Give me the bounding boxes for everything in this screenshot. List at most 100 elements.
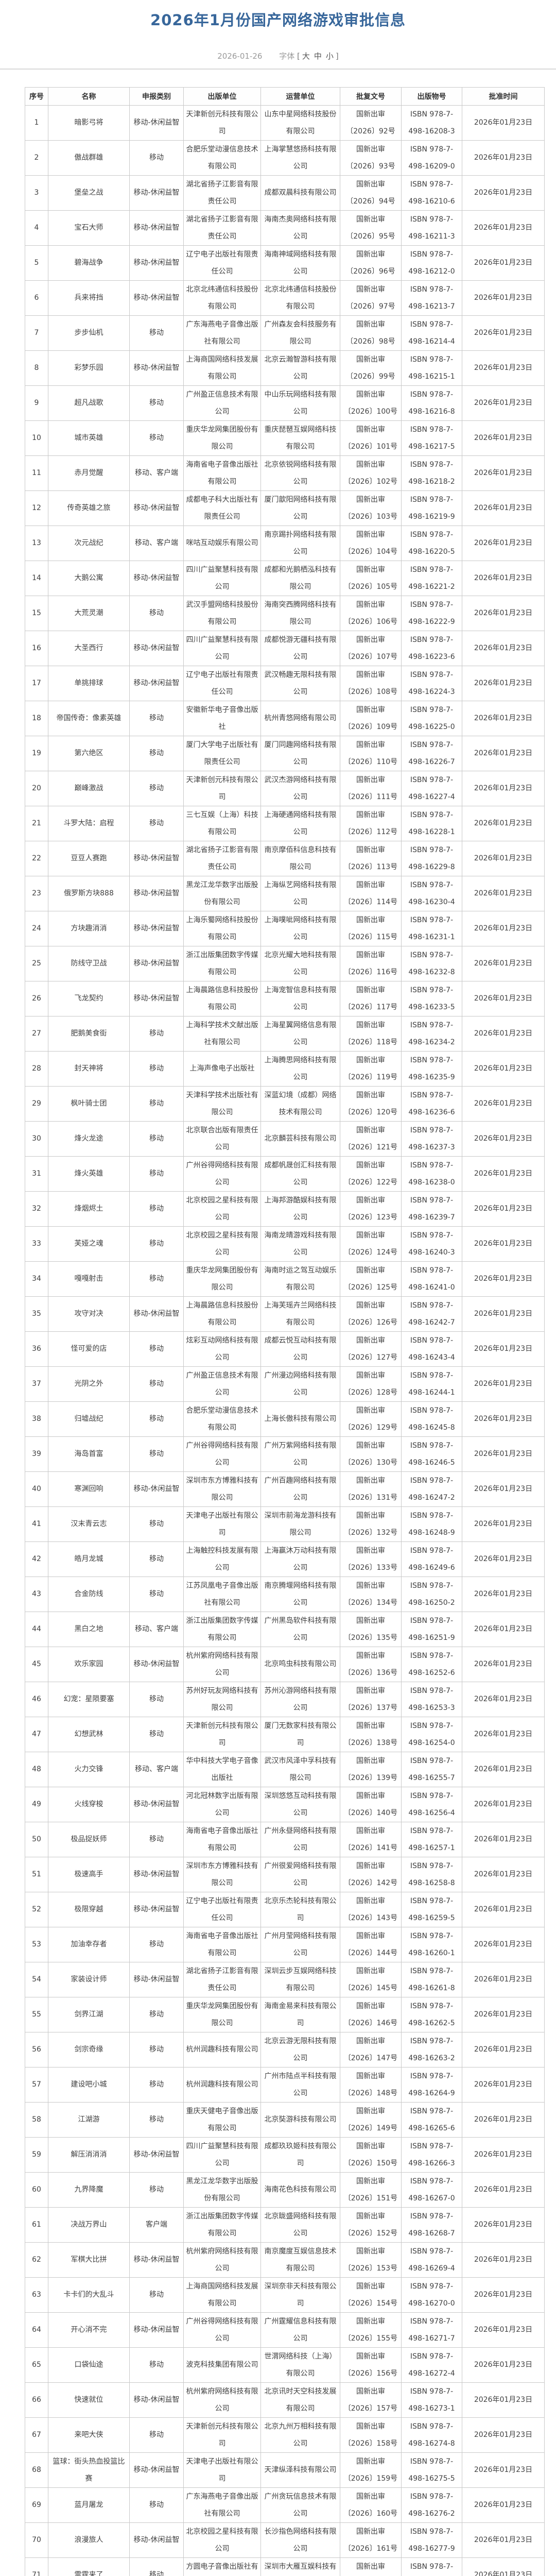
table-row: 24 方块趣消消 移动-休闲益智 上海乐蜀网络科技股份有限公司 上海噗呲网络科技有限公司… bbox=[25, 911, 545, 946]
cell-publisher: 重庆华龙网集团股份有限公司 bbox=[183, 1261, 261, 1297]
cell-publisher: 重庆天健电子音像出版有限公司 bbox=[183, 2102, 261, 2138]
cell-index: 22 bbox=[25, 841, 48, 876]
cell-name: 解压消消消 bbox=[48, 2137, 130, 2173]
cell-approval-date: 2026年01月23日 bbox=[462, 385, 545, 421]
cell-name: 合金防线 bbox=[48, 1577, 130, 1612]
cell-category: 移动 bbox=[129, 1261, 184, 1297]
cell-approval-date: 2026年01月23日 bbox=[462, 2242, 545, 2278]
cell-publication-no: ISBN 978-7- 498-16250-2 bbox=[401, 1577, 462, 1612]
cell-approval-date: 2026年01月23日 bbox=[462, 1471, 545, 1507]
cell-approval-date: 2026年01月23日 bbox=[462, 420, 545, 456]
cell-publication-no: ISBN 978-7- 498-16266-3 bbox=[401, 2137, 462, 2173]
cell-operator: 深圳云步互娱网络科技有限公司 bbox=[260, 1962, 340, 1997]
cell-category: 移动 bbox=[129, 596, 184, 631]
cell-name: 皓月龙城 bbox=[48, 1541, 130, 1577]
table-row: 25 防线守卫战 移动-休闲益智 浙江出版集团数字传媒有限公司 北京光耀大地科技有限公司… bbox=[25, 946, 545, 981]
cell-publication-no: ISBN 978-7- 498-16243-4 bbox=[401, 1331, 462, 1367]
cell-publisher: 上海科学技术文献出版社有限公司 bbox=[183, 1016, 261, 1052]
cell-publication-no: ISBN 978-7- 498-16224-3 bbox=[401, 666, 462, 701]
cell-index: 65 bbox=[25, 2347, 48, 2383]
cell-operator: 北京北纬通信科技股份有限公司 bbox=[260, 280, 340, 316]
table-row: 12 传奇英雄之旅 移动-休闲益智 成都电子科大出版社有限责任公司 厦门歆阳网络科技有限… bbox=[25, 490, 545, 526]
table-row: 35 攻守对决 移动-休闲益智 上海晨路信息科技股份有限公司 上海芙瑶卉兰网络科技有限公… bbox=[25, 1296, 545, 1332]
cell-index: 48 bbox=[25, 1752, 48, 1787]
cell-publication-no: ISBN 978-7- 498-16232-8 bbox=[401, 946, 462, 981]
cell-operator: 北京眬盛网络科技有限公司 bbox=[260, 2207, 340, 2243]
cell-publication-no: ISBN 978-7- 498-16219-9 bbox=[401, 490, 462, 526]
cell-index: 62 bbox=[25, 2242, 48, 2278]
table-row: 49 火线穿梭 移动-休闲益智 河北冠林数字出版有限公司 深圳悠悠互动科技有限公司 国新出… bbox=[25, 1787, 545, 1822]
cell-approval-date: 2026年01月23日 bbox=[462, 2207, 545, 2243]
cell-category: 移动、客户端 bbox=[129, 1752, 184, 1787]
cell-category: 移动-休闲益智 bbox=[129, 666, 184, 701]
cell-name: 宝石大师 bbox=[48, 210, 130, 246]
cell-publisher: 浙江出版集团数字传媒有限公司 bbox=[183, 2207, 261, 2243]
cell-category: 移动 bbox=[129, 1822, 184, 1857]
cell-category: 移动、客户端 bbox=[129, 1612, 184, 1647]
cell-name: 防线守卫战 bbox=[48, 946, 130, 981]
cell-category: 移动 bbox=[129, 140, 184, 176]
font-size-small-link[interactable]: 小 bbox=[325, 52, 334, 61]
cell-approval-no: 国新出审 〔2026〕108号 bbox=[340, 666, 402, 701]
cell-approval-no: 国新出审 〔2026〕156号 bbox=[340, 2347, 402, 2383]
cell-index: 39 bbox=[25, 1436, 48, 1472]
cell-index: 49 bbox=[25, 1787, 48, 1822]
approval-table-body: 1 暗影弓将 移动-休闲益智 天津新创元科技有限公司 山东中星网络科技股份有限公司 国新出… bbox=[25, 105, 545, 2576]
cell-name: 芙娅之魂 bbox=[48, 1226, 130, 1262]
table-row: 36 怪可爱的店 移动 炫彩互动网络科技有限公司 成都云悦互动科技有限公司 国新出审 〔2… bbox=[25, 1331, 545, 1367]
cell-publication-no: ISBN 978-7- 498-16229-8 bbox=[401, 841, 462, 876]
cell-category: 移动 bbox=[129, 2417, 184, 2453]
cell-publisher: 方圆电子音像出版社有限责任公司 bbox=[183, 2557, 261, 2576]
cell-index: 41 bbox=[25, 1506, 48, 1542]
cell-publication-no: ISBN 978-7- 498-16278-6 bbox=[401, 2557, 462, 2576]
cell-approval-date: 2026年01月23日 bbox=[462, 455, 545, 491]
cell-publication-no: ISBN 978-7- 498-16273-1 bbox=[401, 2382, 462, 2418]
cell-approval-no: 国新出审 〔2026〕152号 bbox=[340, 2207, 402, 2243]
cell-category: 移动-休闲益智 bbox=[129, 1787, 184, 1822]
cell-index: 10 bbox=[25, 420, 48, 456]
cell-name: 火线穿梭 bbox=[48, 1787, 130, 1822]
cell-category: 移动 bbox=[129, 2557, 184, 2576]
table-row: 62 军棋大比拼 移动-休闲益智 杭州紫府网络科技有限公司 南京魔度互娱信息技术有限公司… bbox=[25, 2242, 545, 2278]
cell-publisher: 江苏凤凰电子音像出版社有限公司 bbox=[183, 1577, 261, 1612]
cell-approval-no: 国新出审 〔2026〕142号 bbox=[340, 1857, 402, 1892]
cell-operator: 厦门歆阳网络科技有限公司 bbox=[260, 490, 340, 526]
cell-category: 移动 bbox=[129, 1086, 184, 1122]
cell-category: 移动-休闲益智 bbox=[129, 2452, 184, 2488]
cell-publication-no: ISBN 978-7- 498-16258-8 bbox=[401, 1857, 462, 1892]
cell-approval-no: 国新出审 〔2026〕149号 bbox=[340, 2102, 402, 2138]
cell-name: 城市英雄 bbox=[48, 420, 130, 456]
font-size-medium-link[interactable]: 中 bbox=[314, 52, 322, 61]
cell-publisher: 重庆华龙网集团股份有限公司 bbox=[183, 420, 261, 456]
cell-approval-date: 2026年01月23日 bbox=[462, 1086, 545, 1122]
col-header-category: 申报类别 bbox=[129, 87, 184, 106]
table-row: 64 开心消不完 移动-休闲益智 广州谷得网络科技有限公司 广州霆耀信息科技有限公司 国新… bbox=[25, 2312, 545, 2348]
cell-approval-date: 2026年01月23日 bbox=[462, 490, 545, 526]
cell-index: 53 bbox=[25, 1927, 48, 1962]
cell-approval-no: 国新出审 〔2026〕105号 bbox=[340, 561, 402, 596]
font-size-large-link[interactable]: 大 bbox=[302, 52, 310, 61]
table-row: 14 大鹅公寓 移动-休闲益智 四川广益聚慧科技有限公司 成都和光鹅栖泓科技有限公司 国新… bbox=[25, 561, 545, 596]
cell-operator: 北京麟芸科技有限公司 bbox=[260, 1121, 340, 1157]
cell-publication-no: ISBN 978-7- 498-16210-6 bbox=[401, 175, 462, 211]
cell-name: 第六绝区 bbox=[48, 736, 130, 771]
cell-category: 移动-休闲益智 bbox=[129, 1296, 184, 1332]
cell-category: 移动 bbox=[129, 1156, 184, 1192]
table-row: 19 第六绝区 移动 厦门大学电子出版社有限责任公司 厦门同趣网络科技有限公司 国新出审 … bbox=[25, 736, 545, 771]
cell-publication-no: ISBN 978-7- 498-16235-9 bbox=[401, 1051, 462, 1087]
cell-approval-no: 国新出审 〔2026〕160号 bbox=[340, 2487, 402, 2523]
cell-name: 方块趣消消 bbox=[48, 911, 130, 946]
cell-index: 15 bbox=[25, 596, 48, 631]
cell-approval-date: 2026年01月23日 bbox=[462, 1927, 545, 1962]
cell-approval-date: 2026年01月23日 bbox=[462, 1577, 545, 1612]
cell-name: 飞龙契约 bbox=[48, 981, 130, 1016]
cell-approval-no: 国新出审 〔2026〕144号 bbox=[340, 1927, 402, 1962]
table-row: 39 海岛首富 移动 广州谷得网络科技有限公司 广州万紫网络科技有限公司 国新出审 〔20… bbox=[25, 1436, 545, 1472]
cell-operator: 上海芙瑶卉兰网络科技有限公司 bbox=[260, 1296, 340, 1332]
cell-name: 欢乐家园 bbox=[48, 1647, 130, 1682]
col-header-operator: 运营单位 bbox=[260, 87, 340, 106]
cell-operator: 海南金易来科技有限公司 bbox=[260, 1997, 340, 2032]
cell-index: 18 bbox=[25, 701, 48, 736]
cell-approval-date: 2026年01月23日 bbox=[462, 596, 545, 631]
cell-publisher: 广东海燕电子音像出版社有限公司 bbox=[183, 2487, 261, 2523]
